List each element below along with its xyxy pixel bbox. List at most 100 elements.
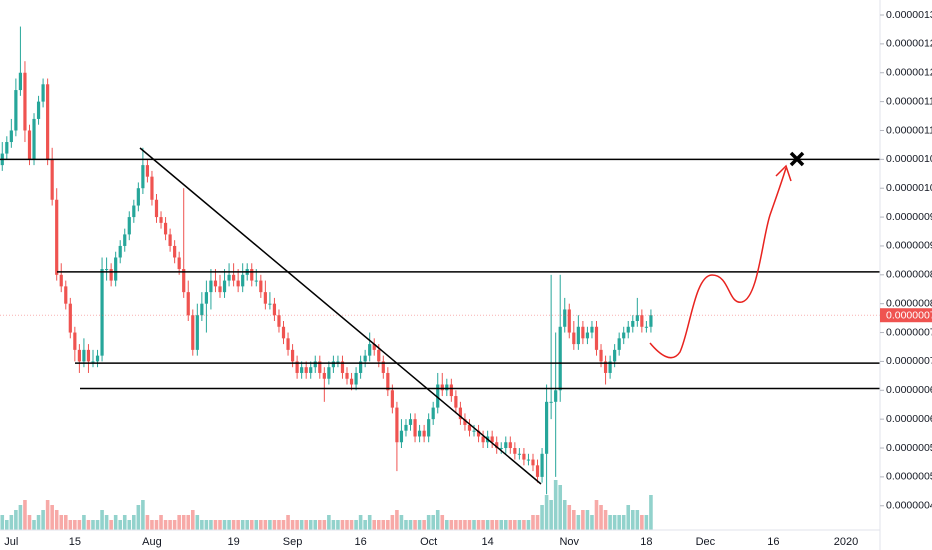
candle-body	[526, 459, 531, 461]
candle-body	[336, 361, 340, 363]
volume-bar	[413, 520, 417, 530]
volume-bar	[73, 520, 77, 530]
volume-bar	[621, 515, 626, 530]
volume-bar	[367, 515, 372, 530]
volume-bar	[308, 520, 313, 530]
candle-body	[23, 72, 27, 131]
candle-body	[100, 269, 104, 356]
candle-body	[590, 326, 594, 333]
candle-body	[9, 130, 13, 143]
candle-body	[522, 453, 526, 460]
volume-bar	[172, 520, 177, 530]
candle-body	[608, 361, 612, 373]
candle-body	[73, 332, 77, 350]
candle-body	[318, 361, 322, 373]
candle-body	[467, 424, 472, 431]
volume-bar	[535, 515, 540, 530]
volume-bar	[336, 520, 340, 530]
volume-bar	[349, 520, 354, 530]
volume-bar	[576, 515, 581, 530]
candle-body	[504, 442, 508, 449]
candle-body	[109, 269, 113, 281]
candle-body	[118, 245, 122, 258]
volume-bar	[145, 515, 150, 530]
candle-body	[182, 269, 186, 293]
candle-body	[14, 90, 18, 131]
candle-body	[422, 430, 426, 437]
volume-bar	[476, 520, 481, 530]
volume-bar	[181, 515, 186, 530]
candle-body	[232, 274, 236, 281]
volume-bar	[304, 520, 308, 530]
volume-bar	[612, 515, 617, 530]
candle-body	[417, 430, 422, 437]
volume-bar	[454, 520, 458, 530]
volume-bar	[50, 505, 54, 530]
candle-body	[631, 321, 635, 327]
volume-bar	[200, 520, 204, 530]
candle-body	[68, 303, 72, 333]
volume-bar	[499, 520, 504, 530]
candle-body	[55, 199, 59, 275]
candle-body	[222, 280, 227, 293]
trend-line	[139, 147, 542, 485]
volume-bar	[340, 520, 345, 530]
y-tick-label: 0.00000055	[886, 442, 932, 454]
candle-body	[250, 269, 254, 281]
candle-body	[567, 309, 571, 333]
x-tick-label: Dec	[696, 536, 716, 548]
volume-bar	[209, 520, 213, 530]
volume-bar	[227, 520, 231, 530]
volume-bar	[186, 515, 191, 530]
volume-bar	[472, 520, 476, 530]
candle-body	[159, 217, 163, 223]
volume-bar	[558, 485, 563, 530]
volume-bar	[163, 520, 168, 530]
x-tick-label: Sep	[283, 536, 303, 548]
candle-body	[327, 367, 331, 379]
volume-bar	[381, 520, 386, 530]
candle-body	[445, 384, 449, 391]
volume-bar	[608, 515, 612, 530]
candle-body	[594, 326, 599, 350]
candle-body	[531, 459, 535, 466]
x-tick-label: Jul	[4, 536, 18, 548]
arrow-head	[775, 164, 792, 182]
volume-bar	[254, 520, 259, 530]
candle-body	[281, 326, 286, 339]
x-tick-label: 15	[69, 536, 81, 548]
volume-bar	[136, 505, 141, 530]
volume-bar	[395, 510, 399, 530]
y-tick-label: 0.00000095	[886, 211, 932, 223]
y-tick-label: 0.00000045	[886, 500, 932, 512]
candle-body	[136, 188, 140, 206]
candle-body	[626, 326, 630, 333]
volume-bar	[594, 500, 599, 530]
drawing-layer	[0, 158, 880, 390]
candle-body	[86, 349, 91, 362]
volume-bar	[345, 520, 349, 530]
candle-body	[114, 257, 118, 281]
candle-body	[517, 453, 521, 455]
candle-body	[241, 274, 245, 287]
candle-body	[123, 234, 127, 246]
candle-body	[644, 326, 648, 328]
volume-bar	[640, 515, 644, 530]
candle-body	[27, 130, 32, 160]
volume-bar	[327, 515, 331, 530]
target-stroke	[789, 151, 805, 167]
projection-arrow	[649, 167, 787, 359]
candle-body	[168, 234, 172, 246]
volume-bar	[544, 495, 549, 530]
candle-body	[213, 280, 218, 287]
volume-bar	[0, 515, 5, 530]
volume-bar	[190, 510, 195, 530]
volume-bar	[118, 520, 123, 530]
candle-body	[259, 280, 263, 293]
candle-body	[436, 384, 440, 408]
volume-bar	[313, 520, 318, 530]
candle-body	[508, 442, 512, 449]
y-tick-label: 0.00000105	[886, 153, 932, 165]
candle-body	[150, 176, 154, 200]
candle-body	[454, 396, 458, 408]
